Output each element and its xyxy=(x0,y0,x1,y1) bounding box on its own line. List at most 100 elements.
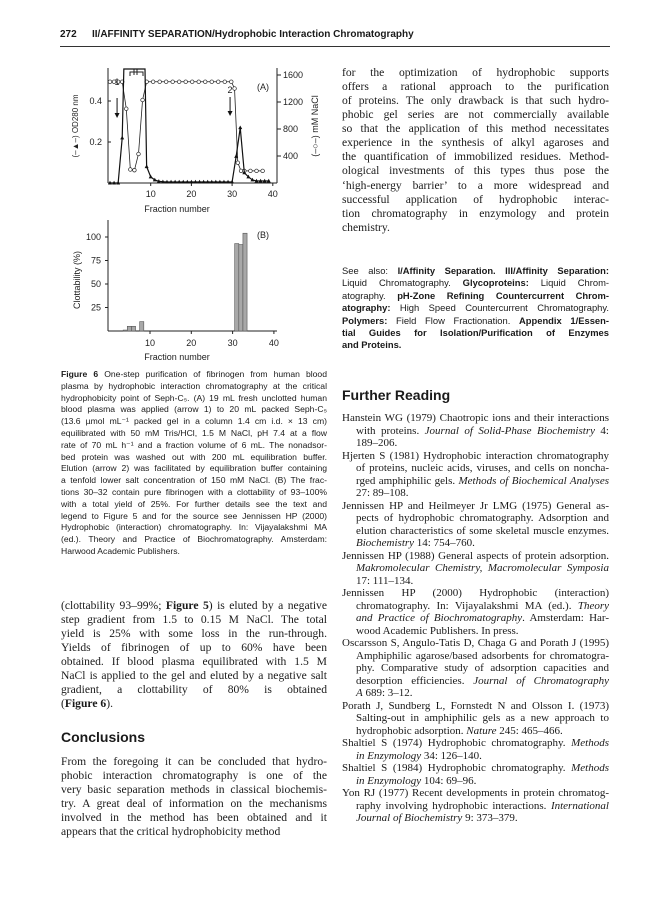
text-line: with a total yield of 25%. For further d… xyxy=(61,499,327,511)
od-point xyxy=(116,180,121,185)
text-line: phobic interaction chromatography is one… xyxy=(61,769,327,783)
text-segment: Biochemistry xyxy=(356,537,415,549)
nacl-point xyxy=(157,79,162,84)
od-point xyxy=(173,179,178,184)
od-point xyxy=(221,179,226,184)
conclusions-heading: Conclusions xyxy=(61,729,146,745)
x-tick-label: 30 xyxy=(227,189,237,199)
reference-item: Jennissen HP and Heilmeyer Jr LMG (1975)… xyxy=(342,500,609,550)
text-line: 17: 111–134. xyxy=(342,575,609,588)
od-point xyxy=(242,170,247,175)
text-segment: with proteins. xyxy=(356,424,425,437)
text-segment: 17: 111–134. xyxy=(356,574,414,587)
text-segment: One-step purification of fibrinogen from… xyxy=(98,369,327,379)
nacl-point xyxy=(209,79,214,84)
x-tick-label: 10 xyxy=(146,189,156,199)
text-segment: the quantification of immobilized residu… xyxy=(342,150,609,164)
text-segment: International xyxy=(550,799,609,812)
x-axis-label: Fraction number xyxy=(144,352,210,362)
x-tick-label: 40 xyxy=(268,189,278,199)
bar xyxy=(126,325,132,332)
text-segment: try. A great deal of information on the … xyxy=(61,797,327,810)
figure-caption: Figure 6 One-step purification of fibrin… xyxy=(61,369,327,558)
text-segment: Liquid Chrom- xyxy=(528,277,610,289)
text-segment: in Enzymology xyxy=(356,774,422,787)
text-segment: of proteins. The only drawback is that s… xyxy=(342,94,609,108)
y-tick-label: 0.4 xyxy=(89,96,102,106)
text-line: atography. pH-Zone Refining Countercurre… xyxy=(342,290,609,302)
text-segment: yield is 25% with some loss in the run-t… xyxy=(61,627,327,640)
reference-item: Shaltiel S (1984) Hydrophobic chromatogr… xyxy=(342,762,609,787)
nacl-point xyxy=(150,79,156,84)
text-line: See also: I/Affinity Separation. III/Aff… xyxy=(342,265,609,277)
nacl-point xyxy=(170,79,175,84)
running-title: II/AFFINITY SEPARATION/Hydrophobic Inter… xyxy=(92,29,414,40)
nacl-point xyxy=(111,79,117,84)
x-tick-label: 10 xyxy=(145,338,155,348)
text-segment: phobic gel series are not commercially a… xyxy=(342,108,609,122)
text-line: Jennissen HP and Heilmeyer Jr LMG (1975)… xyxy=(342,500,609,513)
od-point xyxy=(234,154,239,158)
text-segment: experience in the synthesis of alkyl aga… xyxy=(342,136,609,150)
page-number: 272 xyxy=(60,29,77,40)
text-line: Journal of Biochemistry 9: 373–379. xyxy=(342,812,609,825)
text-segment: atography. xyxy=(342,289,398,301)
text-line: offers a rational approach to the purifi… xyxy=(342,80,609,94)
text-segment: Journal of Biochemistry xyxy=(356,812,463,824)
text-segment: for the optimization of hydrophobic supp… xyxy=(342,66,609,79)
text-segment: a tenfold lower salt concentration of 15… xyxy=(61,475,327,486)
text-segment: rate of 70 mL h⁻¹ and a fraction volume … xyxy=(61,439,327,450)
reference-item: Porath J, Sundberg L, Fornstedt N and Ol… xyxy=(342,700,609,738)
further-reading-heading: Further Reading xyxy=(342,387,451,403)
text-line: 189–206. xyxy=(342,437,609,450)
text-line: in Enzymology 34: 126–140. xyxy=(342,750,609,763)
bar xyxy=(238,244,244,332)
text-segment: 14: 754–760. xyxy=(414,537,475,549)
od-point xyxy=(213,179,218,184)
text-segment: Jennissen HP (1988) General aspects of p… xyxy=(342,549,609,562)
text-line: ‘high-energy barrier’ to a more widespre… xyxy=(342,179,609,193)
text-segment: Appendix 1/Essen- xyxy=(519,314,609,326)
text-line: step gradient from 1.5 to 0.15 M NaCl. T… xyxy=(61,613,327,627)
y-right-tick-label: 400 xyxy=(283,151,298,161)
text-segment: Theory xyxy=(577,599,609,612)
text-segment: ‘high-energy barrier’ to a more widespre… xyxy=(342,178,609,192)
nacl-point xyxy=(229,79,234,84)
text-segment: Figure 6 xyxy=(61,369,99,379)
nacl-point xyxy=(248,168,253,174)
see-also: See also: I/Affinity Separation. III/Aff… xyxy=(342,265,609,352)
figure-6: 10 20 30 40 0.2 0.4 400 800 1200 1600 Fraction num… xyxy=(71,68,320,362)
text-segment: High Speed Countercurrent Chromatography… xyxy=(390,302,609,314)
nacl-point xyxy=(254,168,259,174)
reference-item: Hanstein WG (1979) Chaotropic ions and t… xyxy=(342,412,609,450)
text-segment: tion chromatography in enzymology and pr… xyxy=(342,206,609,220)
text-segment: hydrophobicity point of Seph-C₅. (A) 19 … xyxy=(61,392,327,403)
y-right-tick-label: 800 xyxy=(283,124,298,134)
od-point xyxy=(185,179,190,184)
text-line: 27: 89–108. xyxy=(342,487,609,500)
text-line: phy. Comparative study of adsorption cap… xyxy=(342,662,609,675)
text-segment: Oscarsson S, Angulo-Tatis D, Chaga G and… xyxy=(342,637,609,649)
text-line: tion chromatography in enzymology and pr… xyxy=(342,207,609,221)
text-line: blood plasma was applied (arrow 1) to 20… xyxy=(61,404,327,416)
text-segment: bed protein was washed out with 200 mL e… xyxy=(61,451,327,462)
text-segment: Elution (arrow 2) was facilitated by equ… xyxy=(61,463,327,474)
text-segment: so that the application of this method n… xyxy=(342,122,609,136)
text-line: Harwood Academic Publishers. xyxy=(61,546,327,558)
text-line: very basic separation methods in classic… xyxy=(61,783,327,797)
od-point xyxy=(160,179,165,184)
bar xyxy=(139,321,145,332)
text-line: atography: High Speed Countercurrent Chr… xyxy=(342,302,609,314)
body-text-right: for the optimization of hydrophobic supp… xyxy=(342,66,609,235)
arrow-label: 1 xyxy=(115,77,120,87)
text-segment: Hydrophobic (interaction) chromatography… xyxy=(61,522,327,533)
text-segment: (ed.). Theory and Practice of Biochromat… xyxy=(61,534,327,545)
text-line: successful application of hydrophobic in… xyxy=(342,193,609,207)
text-segment: Methods xyxy=(571,737,609,749)
nacl-point xyxy=(132,168,137,173)
text-segment: ) is eluted by a negative xyxy=(208,599,327,612)
text-segment: Shaltiel S (1984) Hydrophobic chromatogr… xyxy=(342,762,572,774)
text-segment: desorption efficiencies. xyxy=(356,674,474,687)
conclusions-text: From the foregoing it can be concluded t… xyxy=(61,755,327,839)
